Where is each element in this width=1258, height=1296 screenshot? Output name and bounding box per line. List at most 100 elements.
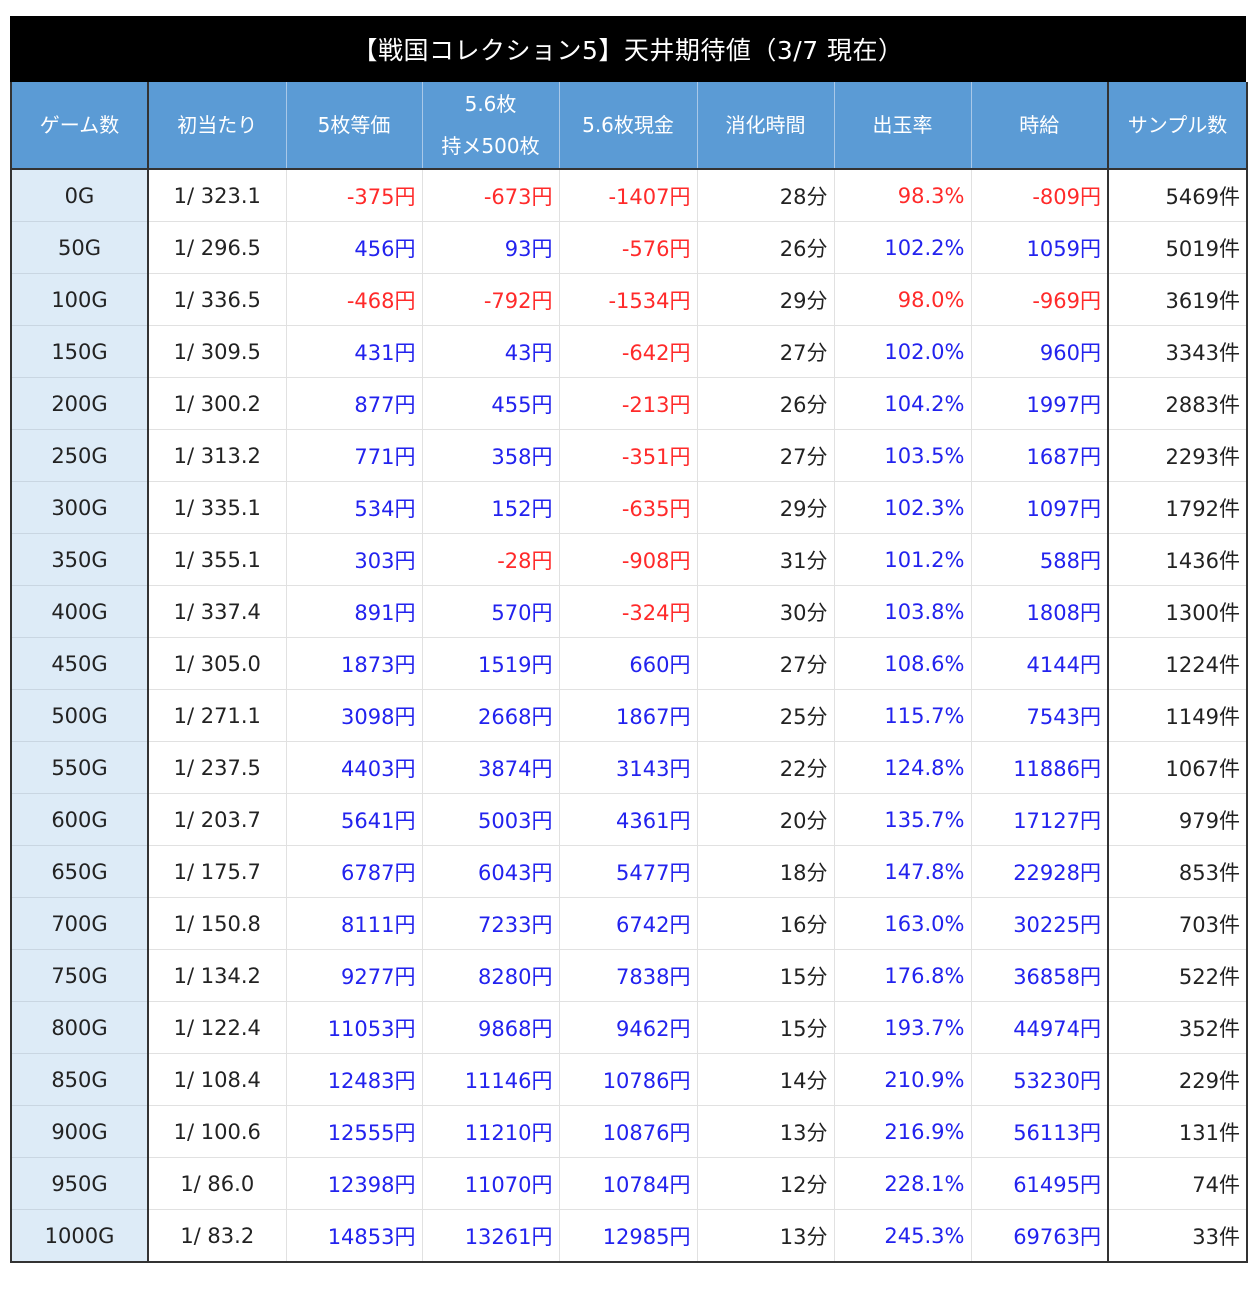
row-5-equal: 891円	[285, 585, 423, 638]
row-payout-rate: 98.3%	[833, 168, 972, 222]
row-hourly-wage: 588円	[970, 533, 1109, 586]
table-row: 150G 1/ 309.5 431円 43円 -642円 27分 102.0% 960円 334…	[10, 325, 1248, 378]
row-first-hit: 1/ 175.7	[147, 845, 287, 898]
row-game-count: 550G	[10, 741, 149, 794]
table-row: 750G 1/ 134.2 9277円 8280円 7838円 15分 176.8% 3685…	[10, 949, 1248, 1002]
row-sample-count: 1300件	[1107, 585, 1248, 638]
row-game-count: 1000G	[10, 1209, 149, 1263]
row-game-count: 800G	[10, 1001, 149, 1054]
row-5-6-cash: 6742円	[558, 897, 698, 950]
row-5-6-cash: 7838円	[558, 949, 698, 1002]
row-sample-count: 979件	[1107, 793, 1248, 846]
row-sample-count: 3343件	[1107, 325, 1248, 378]
row-payout-rate: 103.8%	[833, 585, 972, 638]
row-sample-count: 1149件	[1107, 689, 1248, 742]
row-payout-rate: 108.6%	[833, 637, 972, 690]
table-row: 300G 1/ 335.1 534円 152円 -635円 29分 102.3% 1097円 1…	[10, 481, 1248, 534]
row-5-6-cash: 3143円	[558, 741, 698, 794]
row-5-equal: 12483円	[285, 1053, 423, 1106]
row-first-hit: 1/ 313.2	[147, 429, 287, 482]
row-5-equal: 303円	[285, 533, 423, 586]
row-5-6-cash: 10876円	[558, 1105, 698, 1158]
row-5-equal: 456円	[285, 221, 423, 274]
row-play-time: 27分	[696, 637, 835, 690]
row-payout-rate: 104.2%	[833, 377, 972, 430]
row-5-6-cash: -635円	[558, 481, 698, 534]
row-sample-count: 2883件	[1107, 377, 1248, 430]
row-first-hit: 1/ 150.8	[147, 897, 287, 950]
table-row: 1000G 1/ 83.2 14853円 13261円 12985円 13分 245.3% 6…	[10, 1209, 1248, 1263]
row-sample-count: 853件	[1107, 845, 1248, 898]
row-sample-count: 131件	[1107, 1105, 1248, 1158]
row-game-count: 350G	[10, 533, 149, 586]
row-game-count: 950G	[10, 1157, 149, 1210]
row-5-6-mixed: -28円	[421, 533, 560, 586]
row-5-6-mixed: 455円	[421, 377, 560, 430]
row-5-6-mixed: 11210円	[421, 1105, 560, 1158]
header-5-6-cash: 5.6枚現金	[558, 82, 698, 170]
row-payout-rate: 102.2%	[833, 221, 972, 274]
row-5-6-mixed: 11146円	[421, 1053, 560, 1106]
row-game-count: 650G	[10, 845, 149, 898]
row-5-6-mixed: 11070円	[421, 1157, 560, 1210]
row-sample-count: 33件	[1107, 1209, 1248, 1263]
row-5-equal: 9277円	[285, 949, 423, 1002]
row-5-equal: 8111円	[285, 897, 423, 950]
row-payout-rate: 103.5%	[833, 429, 972, 482]
row-5-6-mixed: 5003円	[421, 793, 560, 846]
row-5-6-mixed: -673円	[421, 168, 560, 222]
row-payout-rate: 101.2%	[833, 533, 972, 586]
row-hourly-wage: 61495円	[970, 1157, 1109, 1210]
row-play-time: 15分	[696, 949, 835, 1002]
row-first-hit: 1/ 335.1	[147, 481, 287, 534]
header-5-6-mixed-line2: 持メ500枚	[441, 134, 540, 158]
header-game-count: ゲーム数	[10, 82, 149, 170]
header-5-6-mixed-line1: 5.6枚	[464, 92, 517, 116]
row-sample-count: 703件	[1107, 897, 1248, 950]
row-play-time: 26分	[696, 377, 835, 430]
row-play-time: 12分	[696, 1157, 835, 1210]
row-hourly-wage: 56113円	[970, 1105, 1109, 1158]
row-play-time: 27分	[696, 325, 835, 378]
row-5-equal: -468円	[285, 273, 423, 326]
table-row: 850G 1/ 108.4 12483円 11146円 10786円 14分 210.9% 5…	[10, 1053, 1248, 1106]
row-hourly-wage: -969円	[970, 273, 1109, 326]
row-5-equal: 877円	[285, 377, 423, 430]
row-sample-count: 3619件	[1107, 273, 1248, 326]
row-first-hit: 1/ 305.0	[147, 637, 287, 690]
row-hourly-wage: 11886円	[970, 741, 1109, 794]
row-5-equal: 5641円	[285, 793, 423, 846]
row-play-time: 13分	[696, 1105, 835, 1158]
table-row: 400G 1/ 337.4 891円 570円 -324円 30分 103.8% 1808円 1…	[10, 585, 1248, 638]
row-sample-count: 5469件	[1107, 168, 1248, 222]
header-hourly-wage: 時給	[970, 82, 1109, 170]
row-5-6-mixed: 358円	[421, 429, 560, 482]
row-5-equal: 431円	[285, 325, 423, 378]
row-play-time: 26分	[696, 221, 835, 274]
row-payout-rate: 115.7%	[833, 689, 972, 742]
header-play-time: 消化時間	[696, 82, 835, 170]
table-body: 0G 1/ 323.1 -375円 -673円 -1407円 28分 98.3% -809円 5…	[10, 168, 1248, 1263]
row-game-count: 50G	[10, 221, 149, 274]
row-sample-count: 522件	[1107, 949, 1248, 1002]
row-hourly-wage: 69763円	[970, 1209, 1109, 1263]
row-first-hit: 1/ 237.5	[147, 741, 287, 794]
row-first-hit: 1/ 336.5	[147, 273, 287, 326]
row-payout-rate: 245.3%	[833, 1209, 972, 1263]
row-game-count: 300G	[10, 481, 149, 534]
table-row: 900G 1/ 100.6 12555円 11210円 10876円 13分 216.9% 5…	[10, 1105, 1248, 1158]
row-payout-rate: 98.0%	[833, 273, 972, 326]
row-hourly-wage: 22928円	[970, 845, 1109, 898]
row-5-6-cash: 5477円	[558, 845, 698, 898]
row-hourly-wage: -809円	[970, 168, 1109, 222]
row-hourly-wage: 17127円	[970, 793, 1109, 846]
row-5-6-cash: -576円	[558, 221, 698, 274]
row-hourly-wage: 1059円	[970, 221, 1109, 274]
row-game-count: 400G	[10, 585, 149, 638]
row-sample-count: 5019件	[1107, 221, 1248, 274]
row-payout-rate: 102.0%	[833, 325, 972, 378]
row-sample-count: 229件	[1107, 1053, 1248, 1106]
table-row: 700G 1/ 150.8 8111円 7233円 6742円 16分 163.0% 3022…	[10, 897, 1248, 950]
row-hourly-wage: 4144円	[970, 637, 1109, 690]
row-first-hit: 1/ 203.7	[147, 793, 287, 846]
